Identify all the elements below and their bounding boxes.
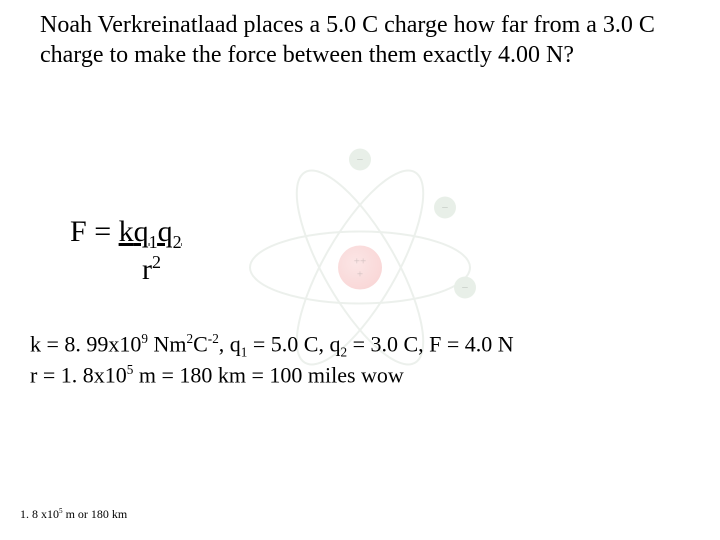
svg-text:++: ++ (354, 256, 366, 268)
formula-q2-sub: 2 (173, 232, 182, 252)
svg-text:−: − (442, 201, 449, 215)
givens-block: k = 8. 99x109 Nm2C-2, q1 = 5.0 C, q2 = 3… (30, 330, 690, 390)
givens-line-2: r = 1. 8x105 m = 180 km = 100 miles wow (30, 361, 690, 390)
formula-eq: = (87, 215, 119, 248)
question-text: Noah Verkreinatlaad places a 5.0 C charg… (40, 10, 680, 70)
formula-k: k (119, 215, 134, 248)
svg-text:+: + (357, 269, 363, 281)
formula-lhs: F (70, 215, 87, 248)
formula-r-exp: 2 (152, 252, 161, 272)
givens-line-1: k = 8. 99x109 Nm2C-2, q1 = 5.0 C, q2 = 3… (30, 330, 690, 361)
formula-q1-sub: 1 (149, 232, 158, 252)
svg-text:−: − (462, 281, 469, 295)
formula-r: r (142, 253, 152, 286)
formula-q1: q (134, 215, 149, 248)
coulomb-formula: F = kq1q2 r2 (70, 215, 182, 286)
svg-text:−: − (357, 153, 364, 167)
footer-answer: 1. 8 x105 m or 180 km (20, 507, 127, 522)
formula-q2: q (158, 215, 173, 248)
